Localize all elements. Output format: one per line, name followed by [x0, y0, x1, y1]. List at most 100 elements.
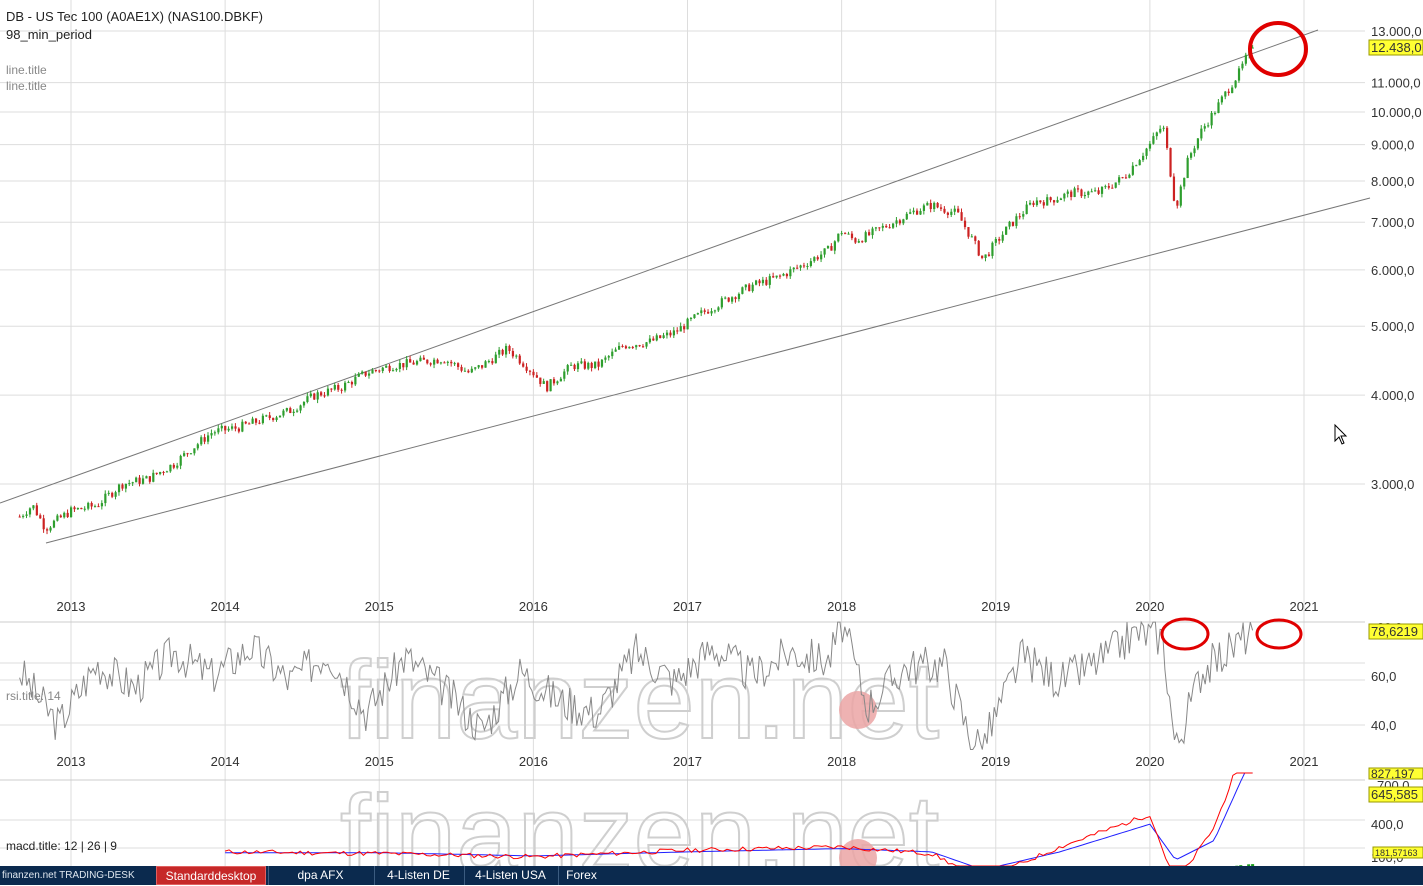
candle-body	[806, 265, 809, 267]
candle-body	[371, 370, 374, 374]
candle-body	[1237, 68, 1241, 81]
macd-axis-tick: 400,0	[1371, 817, 1404, 832]
highlight-circle-price	[1248, 21, 1308, 77]
candle-body	[755, 280, 758, 285]
candle-body	[333, 385, 336, 390]
candle-body	[261, 415, 264, 424]
candle-body	[439, 362, 443, 364]
candle-body	[1234, 80, 1237, 88]
candle-body	[258, 422, 261, 424]
rsi-axis-tick: 60,0	[1371, 669, 1396, 684]
lower-trendline[interactable]	[45, 197, 1371, 544]
period-label: 98_min_period	[6, 27, 92, 42]
price-axis-tick: 6.000,0	[1371, 263, 1414, 278]
candle-body	[391, 370, 395, 372]
candle-body	[874, 227, 878, 229]
candle-body	[172, 464, 175, 468]
candle-body	[422, 357, 425, 360]
candle-body	[1018, 216, 1021, 218]
candle-body	[953, 208, 956, 212]
price-axis-labels: 13.000,0 11.000,0 10.000,0 9.000,0 8.000,0 7.…	[1371, 24, 1422, 492]
candle-body	[227, 428, 230, 431]
candle-body	[18, 516, 21, 518]
macd-hist-badge	[1372, 846, 1423, 859]
tab-standarddesktop[interactable]: Standarddesktop	[156, 866, 266, 885]
candle-body	[1217, 102, 1220, 113]
candle-body	[385, 365, 388, 368]
candle-body	[789, 269, 792, 277]
candle-body	[415, 361, 419, 365]
candle-body	[320, 392, 323, 396]
candle-body	[850, 233, 854, 239]
candle-body	[710, 311, 713, 314]
candle-body	[93, 506, 97, 508]
candle-body	[97, 506, 100, 508]
candle-body	[765, 279, 768, 285]
candle-body	[1172, 176, 1176, 201]
candle-body	[1094, 190, 1097, 192]
candle-body	[138, 477, 141, 484]
candle-body	[744, 284, 747, 288]
candle-body	[1111, 187, 1114, 189]
candle-body	[693, 314, 696, 319]
candle-body	[1042, 202, 1045, 206]
candle-body	[193, 448, 196, 454]
candle-body	[176, 465, 179, 468]
candle-body	[672, 330, 675, 336]
candle-body	[1166, 127, 1169, 148]
tab-listen-usa[interactable]: 4-Listen USA	[464, 866, 556, 885]
candle-body	[244, 421, 247, 424]
candle-body	[1114, 182, 1117, 188]
candle-body	[1176, 200, 1179, 206]
candle-body	[689, 318, 693, 320]
candle-body	[1039, 200, 1042, 203]
candle-body	[1124, 177, 1128, 179]
candle-body	[802, 265, 806, 267]
candle-body	[1080, 189, 1083, 197]
candle-body	[289, 408, 292, 414]
candle-body	[641, 346, 645, 348]
trend-channel	[0, 29, 1371, 544]
tab-listen-de[interactable]: 4-Listen DE	[374, 866, 462, 885]
candle-body	[107, 492, 110, 494]
candle-body	[847, 233, 850, 235]
candle-body	[1213, 112, 1217, 114]
candle-body	[909, 212, 912, 214]
tab-dpa-afx[interactable]: dpa AFX	[268, 866, 372, 885]
candle-body	[80, 507, 83, 510]
x-axis-tick: 2013	[57, 754, 86, 769]
candle-body	[731, 297, 734, 302]
candle-body	[323, 395, 326, 397]
x-axis-tick: 2021	[1290, 599, 1319, 614]
rsi-last-value: 78,6219	[1371, 624, 1418, 639]
candle-body	[943, 208, 946, 213]
candle-body	[326, 388, 330, 396]
candle-body	[820, 254, 823, 260]
candle-body	[659, 335, 662, 338]
candle-body	[189, 453, 193, 455]
candle-body	[1162, 127, 1165, 129]
candle-body	[515, 355, 518, 357]
upper-trendline[interactable]	[0, 29, 1319, 504]
candle-body	[1155, 132, 1158, 137]
candle-body	[998, 239, 1001, 241]
candle-body	[607, 356, 610, 358]
candle-body	[1241, 63, 1244, 69]
candle-body	[522, 363, 525, 367]
candle-body	[936, 202, 939, 208]
candle-body	[282, 410, 285, 416]
candle-body	[165, 471, 169, 473]
candle-body	[652, 338, 655, 341]
candle-body	[902, 219, 905, 224]
candle-body	[460, 366, 463, 371]
candle-body	[457, 363, 460, 367]
candle-body	[772, 276, 775, 278]
candle-body	[782, 273, 785, 276]
candle-body	[426, 359, 429, 364]
candle-body	[265, 415, 268, 417]
tab-forex[interactable]: Forex	[558, 866, 604, 885]
candle-body	[1224, 91, 1227, 97]
candle-body	[278, 415, 282, 418]
candle-body	[433, 359, 436, 365]
candle-body	[1056, 200, 1059, 203]
